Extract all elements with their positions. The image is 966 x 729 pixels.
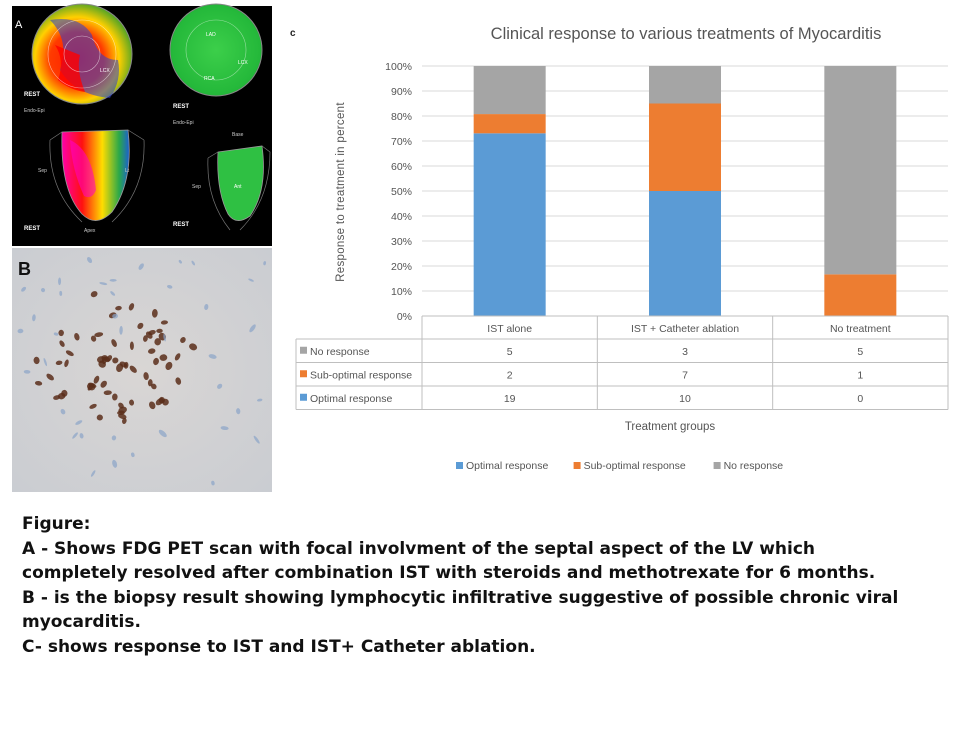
table-cell-value: 10 [679,393,691,405]
bar-segment [473,133,546,316]
label-base: Base [232,132,244,138]
x-axis-label: Treatment groups [625,421,716,433]
legend-label: Optimal response [466,460,548,472]
table-cell-value: 5 [857,346,863,358]
polar-map-hot-focus [55,45,85,92]
table-cell-value: 19 [504,393,516,405]
legend-swatch [456,462,463,469]
x-category-label: IST alone [487,323,532,335]
chart-data-table: IST alone IST + Catheter ablation No treat… [295,315,949,410]
polar-map-resolved [169,3,263,97]
biopsy-image [12,248,272,492]
label-rca: RCA [204,76,215,82]
table-cell-value: 0 [857,393,863,405]
chart-bars [473,66,897,316]
panel-b-biopsy: B [12,248,272,492]
y-tick-label: 80% [391,111,412,123]
table-legend-key [300,346,307,354]
table-cell-value: 1 [857,369,863,381]
caption-line-5: myocarditis. [22,612,141,632]
legend-label: Sub-optimal response [584,460,686,472]
heart-3d-resolved [217,145,264,221]
panel-b-letter: B [18,259,31,279]
chart-title: Clinical response to various treatments … [491,25,882,43]
caption-line-4: B - is the biopsy result showing lymphoc… [22,587,899,608]
legend-swatch [713,462,721,469]
legend-label: No response [724,460,784,472]
caption-line-3: completely resolved after combination IS… [22,563,876,583]
table-legend-key [300,393,307,401]
label-endo-epi-1: Endo-Epi [24,108,45,114]
y-tick-label: 30% [391,236,412,248]
table-row-label: Optimal response [310,393,392,405]
label-lcx: LCX [100,68,110,74]
label-rest-4: REST [173,222,189,228]
y-tick-label: 40% [391,211,412,223]
figure-caption: Figure: A - Shows FDG PET scan with foca… [22,512,952,659]
label-endo-epi-2: Endo-Epi [173,120,194,126]
bar-segment [649,103,721,191]
table-cell-value: 5 [507,346,513,358]
table-row-label: Sub-optimal response [310,369,412,381]
y-axis-label: Response to treatment in percent [335,102,347,282]
label-sep-1: Sep [38,168,47,174]
bar-segment [473,66,546,115]
panel-c-chart: c Clinical response to various treatment… [290,25,949,472]
y-tick-label: 50% [391,186,412,198]
table-row-label: No response [310,346,370,358]
x-category-label: No treatment [830,323,891,335]
panel-a-pet-scan: A LCX REST Endo-Epi LAD LCX RCA REST End… [12,3,272,246]
label-lad: LAD [206,32,216,38]
bar-segment [473,114,546,134]
panel-c-letter: c [290,28,296,39]
bar-segment [824,66,897,275]
label-apex: Apex [84,228,96,234]
table-legend-key [300,370,307,378]
label-lcx-2: LCX [238,60,248,66]
bar-segment [649,66,721,104]
chart-legend: Optimal response Sub-optimal response No r… [456,460,783,472]
caption-line-2: A - Shows FDG PET scan with focal involv… [22,538,816,559]
label-rest-2: REST [173,104,189,110]
label-rest-1: REST [24,92,40,98]
bar-segment [824,274,897,316]
bar-segment [649,191,721,316]
label-rest-3: REST [24,226,40,232]
y-tick-label: 0% [397,311,412,323]
y-tick-label: 60% [391,161,412,173]
x-category-label: IST + Catheter ablation [631,323,739,335]
y-tick-label: 90% [391,86,412,98]
table-cell-value: 3 [682,346,688,358]
caption-line-1: Figure: [22,514,91,534]
caption-line-6: C- shows response to IST and IST+ Cathet… [22,636,536,657]
y-tick-label: 100% [385,61,412,73]
table-cell-value: 7 [682,369,688,381]
table-cell-value: 2 [507,369,513,381]
y-tick-label: 20% [391,261,412,273]
y-tick-label: 70% [391,136,412,148]
biopsy-cells [17,256,267,486]
label-sep-2: Sep [192,184,201,190]
label-lt: Lt [125,168,130,174]
legend-swatch [573,462,581,469]
y-tick-label: 10% [391,286,412,298]
label-ant: Ant [234,184,242,190]
panel-a-letter: A [15,19,23,31]
